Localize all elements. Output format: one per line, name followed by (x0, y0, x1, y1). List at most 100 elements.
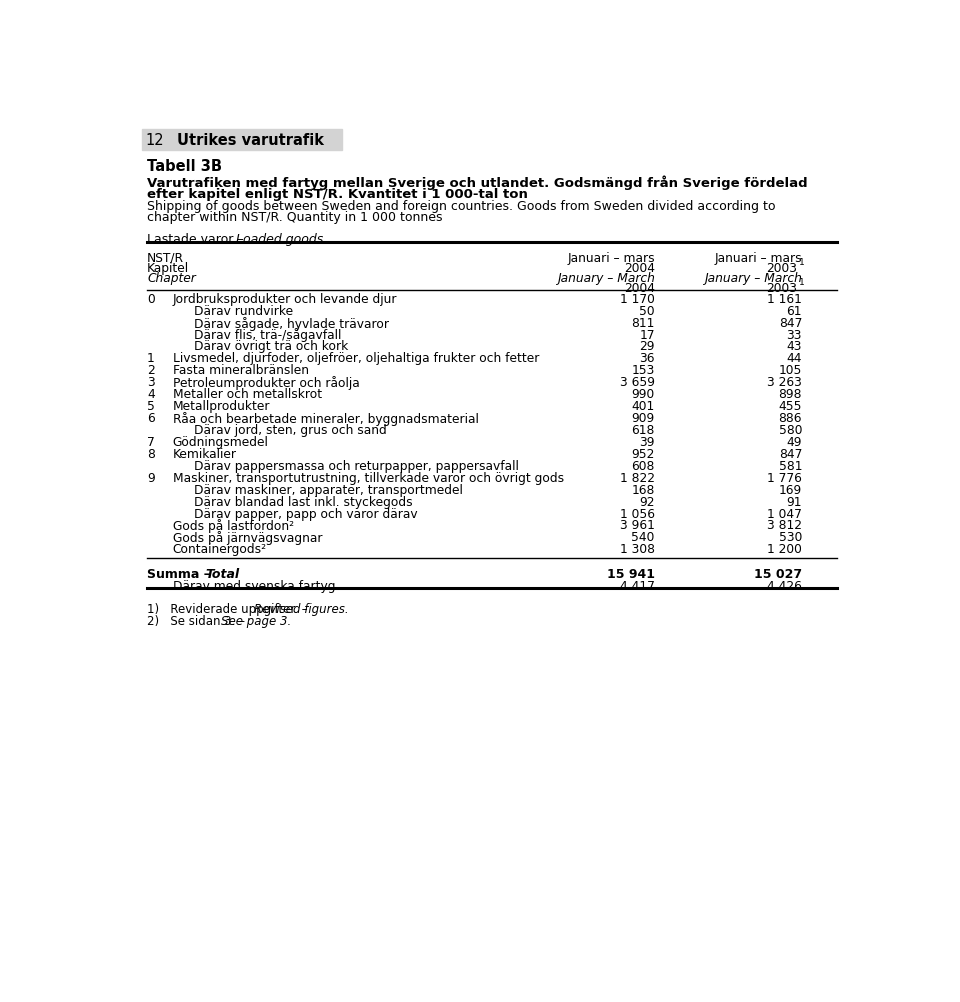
Text: chapter within NST/R. Quantity in 1 000 tonnes: chapter within NST/R. Quantity in 1 000 … (147, 211, 443, 224)
Text: 15 027: 15 027 (754, 568, 802, 581)
Text: 29: 29 (639, 341, 655, 354)
Text: 1: 1 (799, 279, 804, 288)
Text: Loaded goods: Loaded goods (236, 232, 324, 245)
Text: 1 308: 1 308 (620, 543, 655, 556)
Text: 581: 581 (779, 460, 802, 473)
Text: 4 417: 4 417 (620, 580, 655, 593)
Text: 5: 5 (147, 400, 155, 413)
Text: 2: 2 (147, 365, 155, 378)
Text: Summa –: Summa – (147, 568, 214, 581)
Text: Därav pappersmassa och returpapper, pappersavfall: Därav pappersmassa och returpapper, papp… (194, 460, 519, 473)
Text: See page 3.: See page 3. (221, 615, 291, 628)
Text: Chapter: Chapter (147, 272, 196, 285)
Text: Maskiner, transportutrustning, tillverkade varor och övrigt gods: Maskiner, transportutrustning, tillverka… (173, 472, 564, 485)
Text: 608: 608 (632, 460, 655, 473)
Text: 1: 1 (799, 259, 804, 268)
Text: Jordbruksprodukter och levande djur: Jordbruksprodukter och levande djur (173, 293, 397, 306)
Text: 2004: 2004 (624, 282, 655, 295)
Text: 1 776: 1 776 (767, 472, 802, 485)
Text: 1 056: 1 056 (620, 508, 655, 521)
Text: 61: 61 (786, 305, 802, 318)
Text: 401: 401 (632, 400, 655, 413)
Text: Metallprodukter: Metallprodukter (173, 400, 270, 413)
Text: 9: 9 (147, 472, 155, 485)
Text: 455: 455 (779, 400, 802, 413)
Text: efter kapitel enligt NST/R. Kvantitet i 1 000-tal ton: efter kapitel enligt NST/R. Kvantitet i … (147, 188, 528, 201)
Text: January – March: January – March (557, 272, 655, 285)
Text: 44: 44 (786, 353, 802, 366)
Text: Revised figures.: Revised figures. (254, 603, 348, 616)
Text: 3: 3 (147, 377, 155, 389)
Text: Kapitel: Kapitel (147, 262, 189, 275)
Text: 1 047: 1 047 (767, 508, 802, 521)
Text: Gods på lastfordon²: Gods på lastfordon² (173, 519, 294, 533)
Text: 8: 8 (147, 448, 155, 461)
Text: Därav blandad last inkl. styckegods: Därav blandad last inkl. styckegods (194, 496, 413, 509)
Text: 2)   Se sidan 3. –: 2) Se sidan 3. – (147, 615, 249, 628)
Text: Tabell 3B: Tabell 3B (147, 158, 222, 173)
Text: Januari – mars: Januari – mars (567, 252, 655, 265)
Text: Fasta mineralbränslen: Fasta mineralbränslen (173, 365, 309, 378)
Text: Livsmedel, djurfoder, oljefröer, oljehaltiga frukter och fetter: Livsmedel, djurfoder, oljefröer, oljehal… (173, 353, 540, 366)
Text: 7: 7 (147, 436, 155, 449)
Text: 847: 847 (779, 448, 802, 461)
Text: 0: 0 (147, 293, 155, 306)
Text: Petroleumprodukter och råolja: Petroleumprodukter och råolja (173, 377, 359, 390)
Text: 105: 105 (779, 365, 802, 378)
Text: 91: 91 (786, 496, 802, 509)
Text: Total: Total (205, 568, 239, 581)
Text: 3 812: 3 812 (767, 519, 802, 532)
Text: 4 426: 4 426 (767, 580, 802, 593)
Text: Containergods²: Containergods² (173, 543, 267, 556)
Text: Gods på järnvägsvagnar: Gods på järnvägsvagnar (173, 531, 323, 545)
Text: 990: 990 (632, 388, 655, 401)
Text: Därav jord, sten, grus och sand: Därav jord, sten, grus och sand (194, 424, 387, 437)
Text: 1: 1 (147, 353, 155, 366)
Text: 580: 580 (779, 424, 802, 437)
Text: 1 822: 1 822 (620, 472, 655, 485)
Text: Lastade varor –: Lastade varor – (147, 232, 248, 245)
Text: 36: 36 (639, 353, 655, 366)
Text: 6: 6 (147, 412, 155, 425)
Text: Utrikes varutrafik: Utrikes varutrafik (177, 133, 324, 148)
Text: Varutrafiken med fartyg mellan Sverige och utlandet. Godsmängd från Sverige förd: Varutrafiken med fartyg mellan Sverige o… (147, 175, 807, 190)
Text: 3 263: 3 263 (767, 377, 802, 389)
Text: 49: 49 (786, 436, 802, 449)
Text: Metaller och metallskrot: Metaller och metallskrot (173, 388, 322, 401)
Text: 1 170: 1 170 (620, 293, 655, 306)
Text: 1)   Reviderade uppgifter. –: 1) Reviderade uppgifter. – (147, 603, 311, 616)
Text: Gödningsmedel: Gödningsmedel (173, 436, 269, 449)
Text: 169: 169 (779, 484, 802, 497)
Text: Därav papper, papp och varor därav: Därav papper, papp och varor därav (194, 508, 418, 521)
Text: 886: 886 (779, 412, 802, 425)
Text: 1 161: 1 161 (767, 293, 802, 306)
Text: 12: 12 (146, 133, 164, 148)
Text: Januari – mars: Januari – mars (714, 252, 802, 265)
Text: Kemikalier: Kemikalier (173, 448, 237, 461)
Text: Därav rundvirke: Därav rundvirke (194, 305, 294, 318)
Text: 898: 898 (779, 388, 802, 401)
Text: 3 659: 3 659 (620, 377, 655, 389)
Text: 1 200: 1 200 (767, 543, 802, 556)
Text: 909: 909 (632, 412, 655, 425)
Text: Därav maskiner, apparater, transportmedel: Därav maskiner, apparater, transportmede… (194, 484, 464, 497)
Text: 811: 811 (632, 317, 655, 330)
Text: 2003: 2003 (766, 262, 798, 275)
Text: Därav flis, trä-/sågavfall: Därav flis, trä-/sågavfall (194, 329, 342, 343)
Text: January – March: January – March (704, 272, 802, 285)
Text: 33: 33 (786, 329, 802, 342)
Text: Därav övrigt trä och kork: Därav övrigt trä och kork (194, 341, 348, 354)
Text: Därav med svenska fartyg: Därav med svenska fartyg (173, 580, 335, 593)
Text: 952: 952 (632, 448, 655, 461)
Text: 50: 50 (639, 305, 655, 318)
Text: 530: 530 (779, 531, 802, 544)
Text: 618: 618 (632, 424, 655, 437)
Text: 540: 540 (632, 531, 655, 544)
Text: 3 961: 3 961 (620, 519, 655, 532)
Bar (142, 129, 342, 149)
Text: 15 941: 15 941 (607, 568, 655, 581)
Text: 2004: 2004 (624, 262, 655, 275)
Text: 2003: 2003 (766, 282, 798, 295)
Text: Råa och bearbetade mineraler, byggnadsmaterial: Råa och bearbetade mineraler, byggnadsma… (173, 412, 479, 426)
Text: 847: 847 (779, 317, 802, 330)
